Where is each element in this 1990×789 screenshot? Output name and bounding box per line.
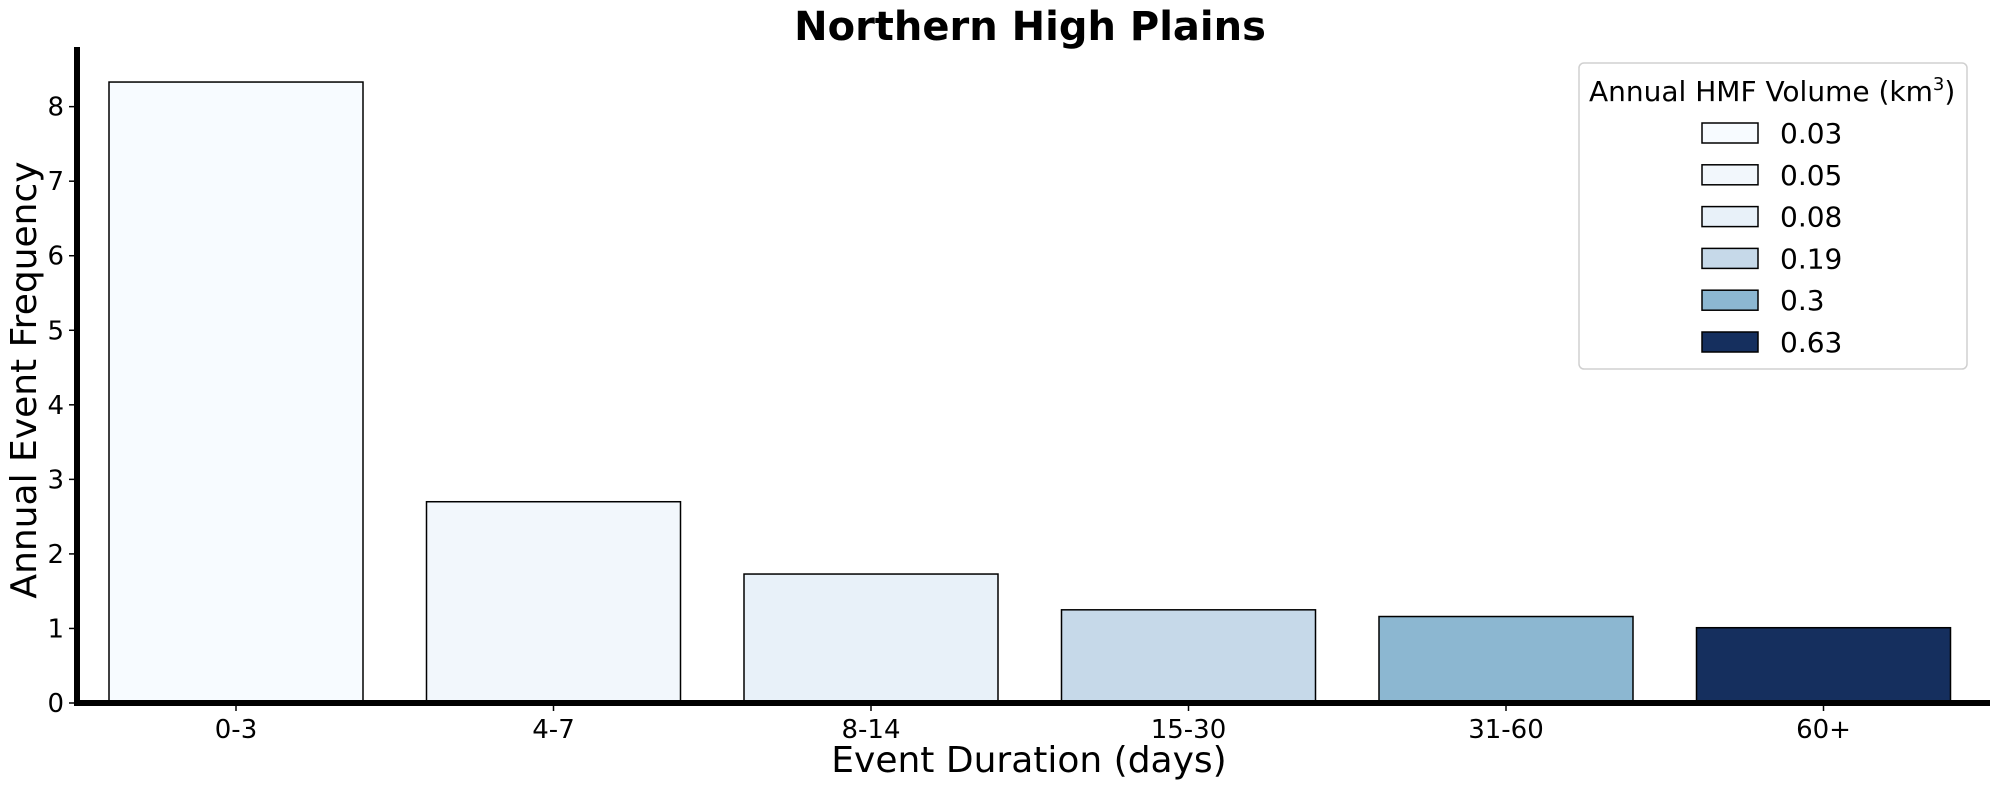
legend-title-end: ) <box>1944 75 1955 108</box>
legend-label: 0.3 <box>1780 284 1825 317</box>
y-tick-label: 3 <box>47 465 64 495</box>
legend-title-sup: 3 <box>1933 74 1944 95</box>
legend-entries: 0.03 0.05 0.08 0.19 0.3 0.63 <box>1701 117 1842 359</box>
bar-15-30 <box>1060 609 1317 704</box>
legend-label: 0.03 <box>1780 117 1842 150</box>
bar-4-7 <box>425 500 682 704</box>
bar-8-14 <box>743 573 999 704</box>
legend-swatch <box>1701 247 1759 270</box>
legend-label: 0.63 <box>1780 326 1842 359</box>
legend-frame <box>1578 62 1968 370</box>
y-axis-label: Annual Event Frequency <box>4 161 45 598</box>
chart-title: Northern High Plains <box>794 4 1266 50</box>
y-tick-label: 8 <box>47 93 64 123</box>
x-tick-label: 0-3 <box>215 715 257 745</box>
legend-swatch <box>1701 331 1759 353</box>
x-tick-label: 31-60 <box>1468 715 1544 745</box>
y-tick-label: 5 <box>47 316 64 346</box>
bar-31-60 <box>1378 615 1634 704</box>
y-tick-label: 7 <box>47 167 64 197</box>
legend-swatch <box>1701 164 1759 186</box>
x-tick-label: 60+ <box>1796 715 1851 745</box>
x-tick-label: 15-30 <box>1151 715 1227 745</box>
y-tick-label: 1 <box>47 614 64 644</box>
y-ticks-group: 0 1 2 3 4 5 6 7 8 <box>47 93 77 719</box>
bar-60+ <box>1695 626 1952 704</box>
legend-title-main: Annual HMF Volume (km <box>1589 75 1933 108</box>
bar-0-3 <box>108 81 364 704</box>
x-tick-label: 8-14 <box>841 715 900 745</box>
x-axis-label: Event Duration (days) <box>831 740 1226 781</box>
y-tick-label: 0 <box>47 689 64 719</box>
x-ticks-group: 0-3 4-7 8-14 15-30 31-60 60+ <box>215 703 1851 745</box>
legend-label: 0.08 <box>1780 201 1842 234</box>
legend-label: 0.19 <box>1780 242 1842 275</box>
y-tick-label: 2 <box>47 540 64 570</box>
x-tick-label: 4-7 <box>532 715 574 745</box>
legend-label: 0.05 <box>1780 159 1842 192</box>
legend-swatch <box>1701 122 1759 144</box>
legend: Annual HMF Volume (km3) 0.03 0.05 0.08 0.19… <box>1578 62 1968 370</box>
y-tick-label: 6 <box>47 242 64 272</box>
legend-title: Annual HMF Volume (km3) <box>1589 74 1955 108</box>
y-tick-label: 4 <box>47 391 64 421</box>
bars-group <box>108 81 1952 704</box>
legend-swatch <box>1701 289 1759 311</box>
legend-swatch <box>1701 205 1759 228</box>
